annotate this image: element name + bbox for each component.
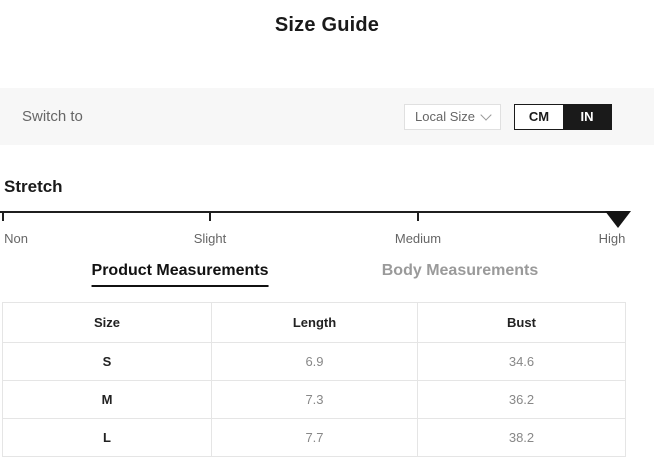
stretch-level-non: Non [4,231,28,246]
stretch-tick-non [2,212,4,221]
cell-length: 7.7 [211,418,418,457]
stretch-marker-icon[interactable] [605,211,631,228]
stretch-level-high: High [598,231,626,246]
cell-length: 6.9 [211,342,418,381]
cell-bust: 38.2 [417,418,626,457]
stretch-tick-medium [417,212,419,221]
table-header-row: Size Length Bust [2,302,626,343]
stretch-level-slight: Slight [193,231,227,246]
stretch-slider-track [0,211,620,213]
switch-to-bar: Switch to Local Size CM IN [0,88,654,145]
stretch-tick-slight [209,212,211,221]
stretch-heading: Stretch [4,177,63,196]
page-title: Size Guide [274,14,380,36]
column-header-size: Size [2,302,212,343]
cell-size: M [2,380,212,419]
cell-size: L [2,418,212,457]
unit-option-in[interactable]: IN [563,104,611,129]
local-size-value: Local Size [415,109,475,124]
cell-length: 7.3 [211,380,418,419]
local-size-dropdown[interactable]: Local Size [404,103,501,130]
measurements-table: Size Length Bust S 6.9 34.6 M 7.3 36.2 L… [2,302,626,457]
column-header-bust: Bust [417,302,626,343]
chevron-down-icon [480,108,492,121]
table-row: M 7.3 36.2 [2,380,626,419]
unit-toggle: CM IN [514,103,612,130]
switch-to-label: Switch to [22,108,83,125]
cell-bust: 34.6 [417,342,626,381]
table-row: S 6.9 34.6 [2,342,626,381]
stretch-level-medium: Medium [394,231,442,246]
table-row: L 7.7 38.2 [2,418,626,457]
tab-product-measurements[interactable]: Product Measurements [91,262,269,287]
unit-option-cm[interactable]: CM [515,104,563,129]
column-header-length: Length [211,302,418,343]
cell-bust: 36.2 [417,380,626,419]
tab-body-measurements[interactable]: Body Measurements [381,262,539,279]
cell-size: S [2,342,212,381]
